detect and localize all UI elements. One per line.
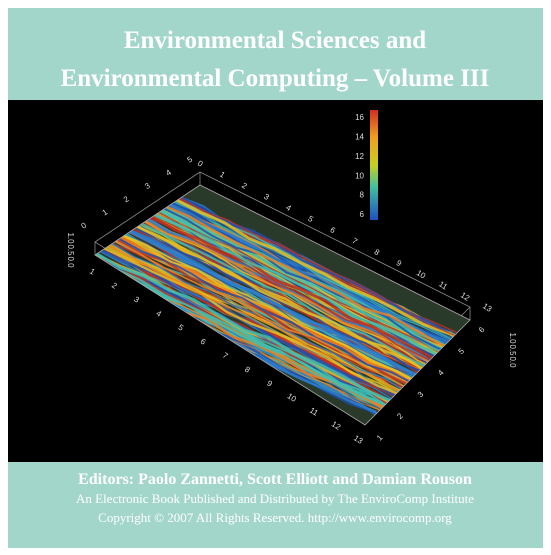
colorbar-tick-label: 14 [355, 133, 364, 142]
title-line: Environmental Computing – Volume III [61, 65, 490, 92]
axis-label: 0.5 [66, 244, 75, 256]
axis-label: 1.0 [508, 332, 517, 344]
colorbar [370, 110, 378, 220]
publisher: An Electronic Book Published and Distrib… [76, 491, 474, 506]
colorbar-tick-label: 6 [360, 210, 365, 219]
editors: Editors: Paolo Zannetti, Scott Elliott a… [78, 471, 472, 488]
colorbar-tick-label: 16 [355, 113, 364, 122]
axis-label: 0.5 [508, 344, 517, 356]
axis-label: 0.0 [66, 256, 75, 268]
colorbar-tick-label: 8 [360, 191, 365, 200]
axis-label: 0.0 [508, 356, 517, 368]
colorbar-tick-label: 10 [355, 171, 364, 180]
axis-label: 1.0 [66, 232, 75, 244]
colorbar-tick-label: 12 [355, 152, 364, 161]
copyright: Copyright © 2007 All Rights Reserved. ht… [98, 510, 452, 525]
cover: Environmental Sciences and Environmental… [0, 0, 551, 555]
page: Environmental Sciences and Environmental… [0, 0, 551, 555]
title-line: Environmental Sciences and [124, 27, 426, 54]
